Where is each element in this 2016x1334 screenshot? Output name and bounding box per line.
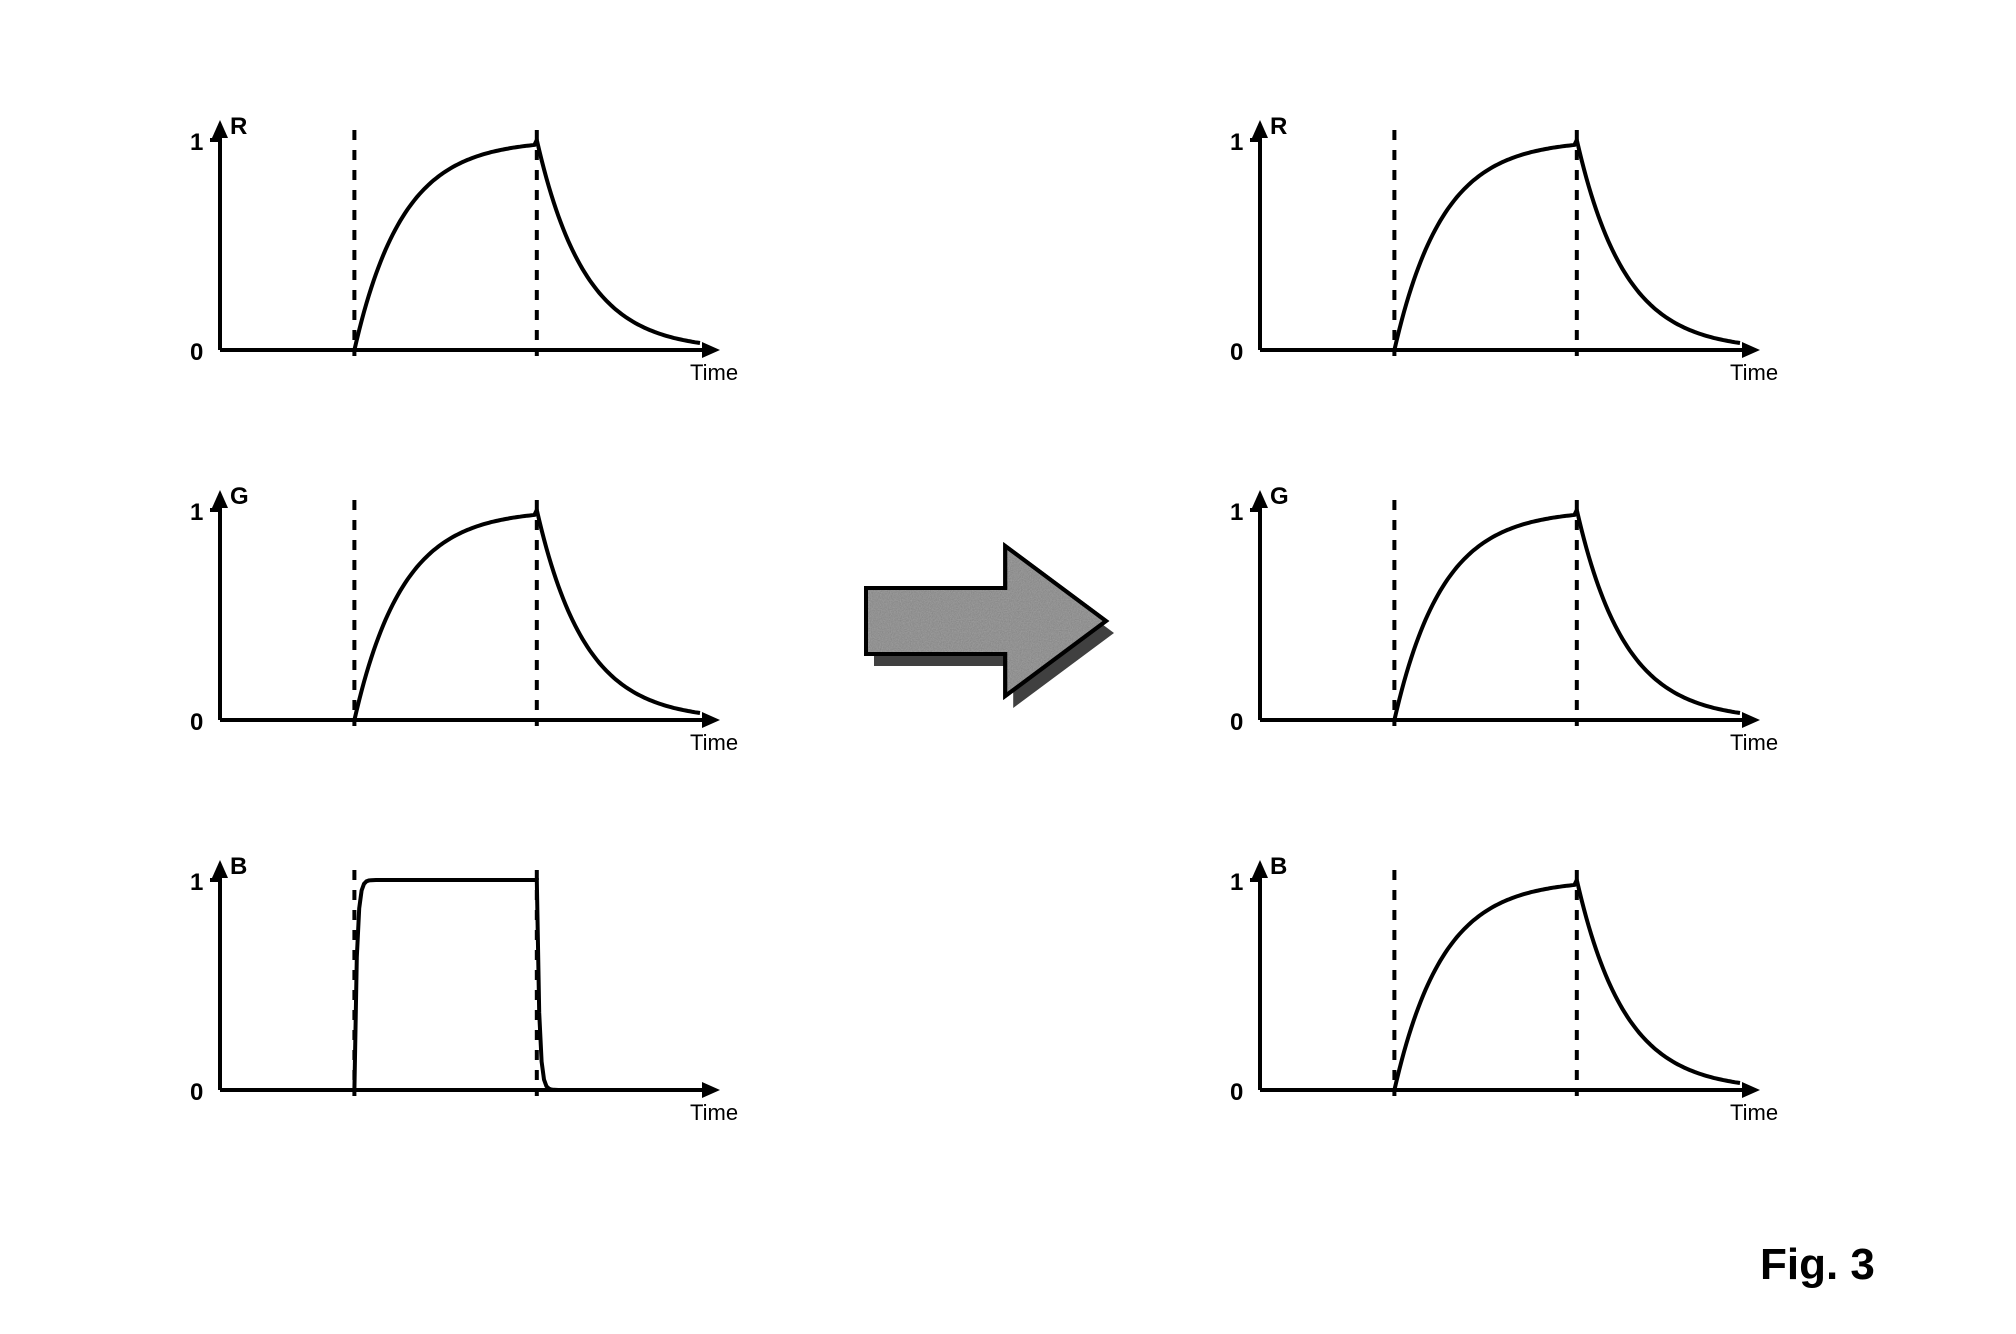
y-tick-label-1: 1 <box>1230 869 1243 896</box>
x-axis-label: Time <box>1730 360 1778 385</box>
chart-wrapper-right-0: 1 0 R Time <box>1170 100 1810 415</box>
chart-wrapper-left-0: 1 0 R Time <box>130 100 770 415</box>
y-axis-label: R <box>230 113 247 140</box>
y-axis-label: B <box>230 853 247 880</box>
response-curve <box>220 880 700 1090</box>
y-tick-label-1: 1 <box>1230 129 1243 156</box>
y-tick-label-1: 1 <box>190 869 203 896</box>
y-axis-label: G <box>1270 483 1289 510</box>
x-axis-arrowhead <box>702 712 720 728</box>
response-curve <box>1260 880 1740 1090</box>
x-axis-arrowhead <box>702 1082 720 1098</box>
x-axis-label: Time <box>690 730 738 755</box>
y-tick-label-1: 1 <box>1230 499 1243 526</box>
y-axis-label: R <box>1270 113 1287 140</box>
response-curve <box>1260 140 1740 350</box>
x-axis-arrowhead <box>1742 342 1760 358</box>
y-axis-arrowhead <box>212 120 228 138</box>
chart-right-g: 1 0 G Time <box>1170 470 1810 780</box>
y-axis-arrowhead <box>1252 120 1268 138</box>
chart-wrapper-left-1: 1 0 G Time <box>130 470 770 785</box>
arrow-icon <box>860 540 1120 720</box>
x-axis-arrowhead <box>1742 1082 1760 1098</box>
chart-wrapper-left-2: 1 0 B Time <box>130 840 770 1155</box>
y-tick-label-0: 0 <box>1230 1079 1243 1106</box>
chart-wrapper-right-1: 1 0 G Time <box>1170 470 1810 785</box>
x-axis-label: Time <box>690 360 738 385</box>
x-axis-label: Time <box>1730 1100 1778 1125</box>
y-tick-label-1: 1 <box>190 499 203 526</box>
y-axis-arrowhead <box>1252 860 1268 878</box>
chart-right-b: 1 0 B Time <box>1170 840 1810 1150</box>
y-tick-label-0: 0 <box>190 339 203 366</box>
y-tick-label-0: 0 <box>190 709 203 736</box>
chart-right-r: 1 0 R Time <box>1170 100 1810 410</box>
y-axis-label: G <box>230 483 249 510</box>
y-tick-label-0: 0 <box>190 1079 203 1106</box>
response-curve <box>220 510 700 720</box>
x-axis-arrowhead <box>1742 712 1760 728</box>
y-axis-arrowhead <box>212 490 228 508</box>
figure-container: 1 0 R Time 1 0 G Time <box>0 0 2016 1334</box>
y-tick-label-0: 0 <box>1230 709 1243 736</box>
x-axis-label: Time <box>690 1100 738 1125</box>
y-tick-label-0: 0 <box>1230 339 1243 366</box>
arrow-texture <box>866 546 1106 696</box>
chart-left-b: 1 0 B Time <box>130 840 770 1150</box>
x-axis-label: Time <box>1730 730 1778 755</box>
response-curve <box>1260 510 1740 720</box>
y-tick-label-1: 1 <box>190 129 203 156</box>
y-axis-label: B <box>1270 853 1287 880</box>
chart-wrapper-right-2: 1 0 B Time <box>1170 840 1810 1155</box>
y-axis-arrowhead <box>212 860 228 878</box>
response-curve <box>220 140 700 350</box>
figure-label: Fig. 3 <box>1760 1240 1875 1290</box>
chart-left-r: 1 0 R Time <box>130 100 770 410</box>
y-axis-arrowhead <box>1252 490 1268 508</box>
chart-left-g: 1 0 G Time <box>130 470 770 780</box>
x-axis-arrowhead <box>702 342 720 358</box>
